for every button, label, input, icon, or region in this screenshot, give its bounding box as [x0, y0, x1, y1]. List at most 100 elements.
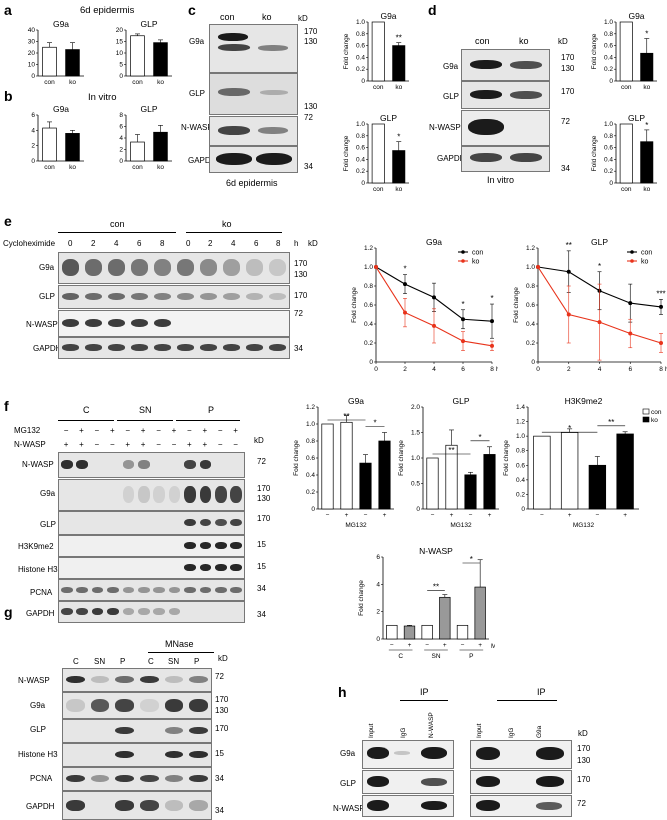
x-tick-label: 4	[598, 366, 602, 373]
y-tick-label: 0.4	[516, 477, 525, 484]
y-tick-label: 1.0	[526, 264, 535, 271]
y-axis-label: Fold change	[293, 440, 300, 476]
panel-d-caption: In vitro	[487, 175, 515, 185]
nwasp-sign: +	[140, 440, 146, 449]
y-axis-label: Fold change	[343, 135, 350, 171]
y-tick-label: 0.2	[364, 340, 373, 347]
x-axis-label: MG132	[345, 522, 367, 529]
row-label: N-WASP	[22, 460, 54, 469]
mg132-sign: +	[171, 426, 177, 435]
y-tick-label: 5	[119, 62, 123, 69]
mw-marker: 130	[304, 102, 318, 111]
fraction-c: C	[83, 405, 90, 415]
x-axis-label: MG132	[573, 522, 595, 529]
x-tick-label: ko	[643, 84, 650, 91]
y-tick-label: 0.6	[604, 145, 613, 152]
bar	[321, 423, 334, 510]
chart-title: G9a	[628, 11, 644, 21]
significance: *	[490, 294, 493, 303]
y-tick-label: 1.0	[356, 19, 365, 26]
bar	[619, 123, 633, 184]
chart-title: G9a	[53, 19, 69, 29]
fraction-sn: SN	[139, 405, 152, 415]
mw-marker: 130	[304, 37, 318, 46]
bar	[533, 435, 551, 510]
lane-label: SN	[94, 657, 106, 666]
mg132-sign: −	[125, 426, 131, 435]
y-tick-label: 0	[361, 78, 365, 85]
lane-label: C	[148, 657, 154, 666]
x-tick-label: +	[478, 642, 482, 649]
bar	[640, 52, 654, 82]
y-tick-label: 0.4	[306, 472, 315, 479]
bar	[426, 457, 439, 510]
bar	[65, 133, 80, 162]
x-tick-label: con	[132, 79, 143, 86]
chart-title: GLP	[140, 19, 157, 29]
y-tick-label: 0.2	[604, 168, 613, 175]
bar	[640, 141, 654, 184]
mw-marker: 170	[577, 775, 591, 784]
data-point	[403, 310, 407, 315]
mw-marker: 72	[294, 309, 303, 318]
legend-label: ko	[641, 259, 649, 266]
x-tick-label: ko	[395, 186, 402, 193]
row-label: N-WASP	[333, 804, 365, 813]
x-tick-label: 6	[461, 366, 465, 373]
y-tick-label: 6	[376, 554, 380, 561]
row-label: GAPDH	[26, 802, 55, 811]
y-tick-label: 0	[531, 359, 535, 366]
lane-label: Input	[476, 723, 483, 738]
legend-marker	[461, 259, 465, 263]
chart-d-g9a: G9a Fold change 0 0.2 0.4 0.6 0.8 1.0 con ko *	[591, 11, 657, 91]
mw-marker: 170	[215, 695, 229, 704]
mw-marker: 130	[294, 270, 308, 279]
y-tick-label: 0.8	[516, 448, 525, 455]
panel-a-title: 6d epidermis	[80, 5, 135, 16]
significance: **	[343, 412, 349, 421]
nwasp-sign: +	[202, 440, 208, 449]
chart-c-g9a: G9a Fold change 0 0.2 0.4 0.6 0.8 1.0 con ko **	[343, 11, 409, 91]
y-tick-label: 0.8	[356, 133, 365, 140]
panel-letter-b: b	[4, 88, 13, 104]
mw-marker: 15	[215, 749, 224, 758]
y-tick-label: 1.0	[516, 433, 525, 440]
time-label: 2	[91, 239, 96, 248]
y-axis-label: Fold change	[591, 135, 598, 171]
y-tick-label: 0	[416, 506, 420, 513]
mw-marker: 130	[215, 706, 229, 715]
row-label: G9a	[40, 489, 56, 498]
y-tick-label: 4	[376, 581, 380, 588]
significance: *	[397, 133, 400, 142]
x-tick-label: ko	[157, 79, 164, 86]
y-tick-label: 2	[31, 143, 35, 150]
panel-letter-d: d	[428, 2, 437, 18]
y-tick-label: 1.0	[306, 421, 315, 428]
bar	[421, 624, 433, 640]
x-tick-label: 6	[628, 366, 632, 373]
x-tick-label: +	[443, 642, 447, 649]
bar	[130, 35, 145, 77]
mw-marker: 170	[561, 53, 575, 62]
y-tick-label: 0.2	[306, 489, 315, 496]
legend-label: ko	[651, 417, 658, 424]
mw-marker: 34	[215, 774, 224, 783]
legend-marker	[630, 250, 634, 254]
x-tick-label: +	[383, 512, 387, 519]
row-label: N-WASP	[26, 320, 58, 329]
x-tick-label: +	[623, 512, 627, 519]
x-tick-label: −	[425, 642, 429, 649]
x-axis-label: MG132	[450, 522, 472, 529]
nwasp-sign: −	[217, 440, 223, 449]
mg132-sign: −	[63, 426, 69, 435]
y-tick-label: 0	[361, 180, 365, 187]
x-unit: h	[665, 366, 667, 373]
x-tick-label: 0	[374, 366, 378, 373]
mg132-sign: −	[187, 426, 192, 435]
y-axis-label: Fold change	[503, 440, 510, 476]
significance: ***	[656, 289, 665, 298]
mw-marker: 72	[215, 672, 224, 681]
mnase-label: MNase	[165, 639, 194, 649]
legend-label: con	[641, 250, 652, 257]
bar	[456, 624, 469, 640]
